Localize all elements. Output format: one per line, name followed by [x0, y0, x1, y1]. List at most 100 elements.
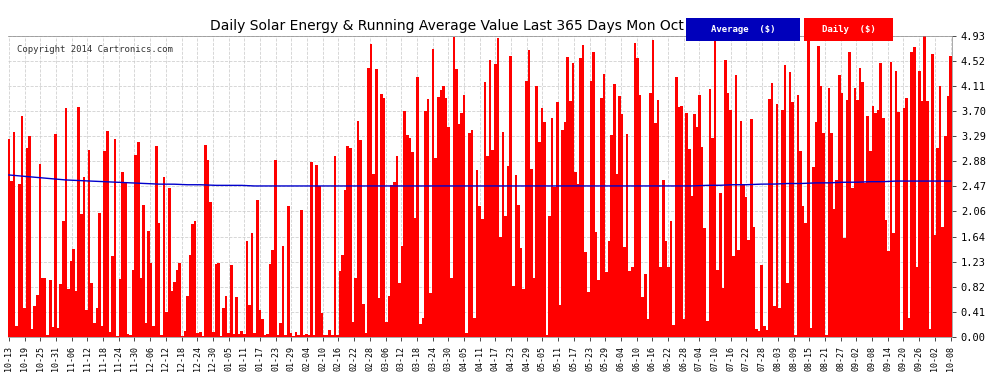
Bar: [654, 123, 657, 337]
Bar: [279, 323, 282, 337]
Bar: [186, 296, 189, 337]
Bar: [812, 167, 815, 337]
Bar: [450, 278, 452, 337]
Bar: [605, 272, 608, 337]
Bar: [566, 57, 569, 337]
Bar: [457, 124, 460, 337]
Bar: [571, 63, 574, 337]
Bar: [603, 74, 605, 337]
Bar: [135, 155, 137, 337]
Bar: [403, 111, 406, 337]
Bar: [427, 99, 430, 337]
Bar: [316, 165, 318, 337]
Title: Daily Solar Energy & Running Average Value Last 365 Days Mon Oct 13 07:17: Daily Solar Energy & Running Average Val…: [210, 19, 749, 33]
Bar: [600, 98, 603, 337]
Bar: [949, 56, 951, 337]
Bar: [329, 330, 331, 337]
Bar: [828, 88, 831, 337]
Bar: [119, 279, 122, 337]
Bar: [85, 310, 88, 337]
Bar: [243, 334, 246, 337]
Bar: [276, 335, 279, 337]
Bar: [67, 289, 69, 337]
Bar: [634, 43, 637, 337]
Bar: [892, 232, 895, 337]
Bar: [69, 261, 72, 337]
Bar: [375, 69, 377, 337]
Bar: [512, 286, 515, 337]
Bar: [31, 329, 34, 337]
Bar: [308, 335, 310, 337]
Bar: [334, 156, 337, 337]
Bar: [882, 117, 884, 337]
Bar: [470, 130, 473, 337]
Bar: [574, 172, 577, 337]
Bar: [533, 278, 536, 337]
Bar: [42, 278, 44, 337]
Bar: [637, 58, 639, 337]
Bar: [717, 270, 719, 337]
Bar: [649, 93, 651, 337]
Bar: [861, 82, 864, 337]
Bar: [253, 333, 256, 337]
Bar: [548, 216, 550, 337]
Bar: [258, 310, 261, 337]
Bar: [815, 122, 818, 337]
Bar: [696, 127, 698, 337]
Bar: [789, 72, 791, 337]
Bar: [866, 116, 869, 337]
Bar: [127, 334, 130, 337]
Bar: [784, 64, 786, 337]
Bar: [388, 296, 390, 337]
Bar: [122, 172, 124, 337]
Bar: [473, 318, 476, 337]
Bar: [98, 213, 101, 337]
Bar: [440, 90, 443, 337]
Bar: [173, 282, 176, 337]
Bar: [72, 249, 75, 337]
Bar: [271, 250, 274, 337]
Bar: [417, 77, 419, 337]
Bar: [215, 264, 217, 337]
Bar: [238, 334, 241, 337]
Bar: [351, 322, 354, 337]
Bar: [398, 283, 401, 337]
Bar: [266, 334, 269, 337]
Bar: [913, 47, 916, 337]
Bar: [755, 329, 757, 337]
Bar: [367, 68, 370, 337]
Bar: [465, 333, 468, 337]
Bar: [228, 333, 230, 337]
Bar: [143, 205, 145, 337]
Bar: [659, 267, 662, 337]
Bar: [545, 334, 548, 337]
Bar: [422, 318, 424, 337]
Bar: [686, 18, 800, 41]
Bar: [556, 102, 558, 337]
Bar: [706, 321, 709, 337]
Bar: [248, 305, 250, 337]
Bar: [698, 94, 701, 337]
Bar: [704, 228, 706, 337]
Bar: [711, 138, 714, 337]
Bar: [624, 247, 626, 337]
Bar: [445, 98, 447, 337]
Bar: [944, 135, 946, 337]
Bar: [799, 151, 802, 337]
Bar: [82, 177, 85, 337]
Bar: [241, 331, 243, 337]
Bar: [531, 169, 533, 337]
Bar: [825, 335, 828, 337]
Bar: [263, 334, 266, 337]
Bar: [287, 206, 290, 337]
Bar: [483, 82, 486, 337]
Bar: [639, 95, 642, 337]
Bar: [895, 71, 898, 337]
Bar: [152, 326, 155, 337]
Bar: [691, 195, 693, 337]
Bar: [157, 223, 160, 337]
Bar: [202, 336, 204, 337]
Bar: [680, 106, 683, 337]
Bar: [468, 134, 470, 337]
Bar: [804, 223, 807, 337]
